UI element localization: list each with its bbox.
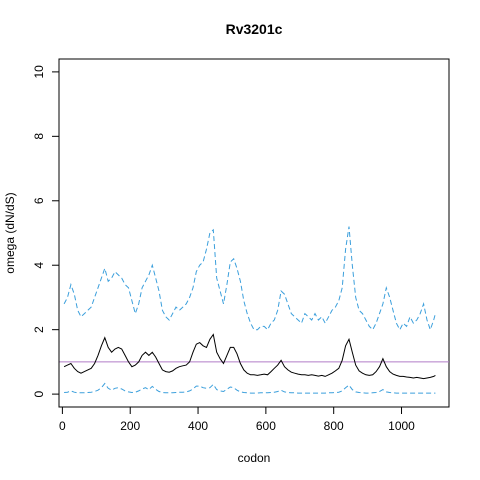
plot-frame	[58, 58, 450, 408]
x-tick-label: 200	[120, 419, 140, 433]
x-tick-label: 800	[324, 419, 344, 433]
y-axis-label: omega (dN/dS)	[3, 192, 17, 273]
y-axis: 0 2 4 6 8 10	[32, 65, 60, 397]
x-tick-label: 600	[256, 419, 276, 433]
series-line-3	[64, 382, 436, 394]
y-tick-label: 2	[32, 326, 46, 333]
y-tick-label: 4	[32, 262, 46, 269]
y-tick-label: 10	[32, 65, 46, 79]
x-axis: 0 200 400 600 800 1000	[59, 406, 415, 433]
x-tick-label: 1000	[388, 419, 415, 433]
chart-title: Rv3201c	[226, 21, 283, 37]
series-line-2	[63, 333, 436, 380]
y-tick-label: 0	[32, 390, 46, 397]
x-tick-label: 0	[59, 419, 66, 433]
x-axis-label: codon	[238, 451, 271, 465]
series-line-1	[63, 226, 436, 332]
y-tick-label: 8	[32, 133, 46, 140]
y-tick-label: 6	[32, 197, 46, 204]
series-layer	[63, 226, 436, 394]
x-tick-label: 400	[188, 419, 208, 433]
